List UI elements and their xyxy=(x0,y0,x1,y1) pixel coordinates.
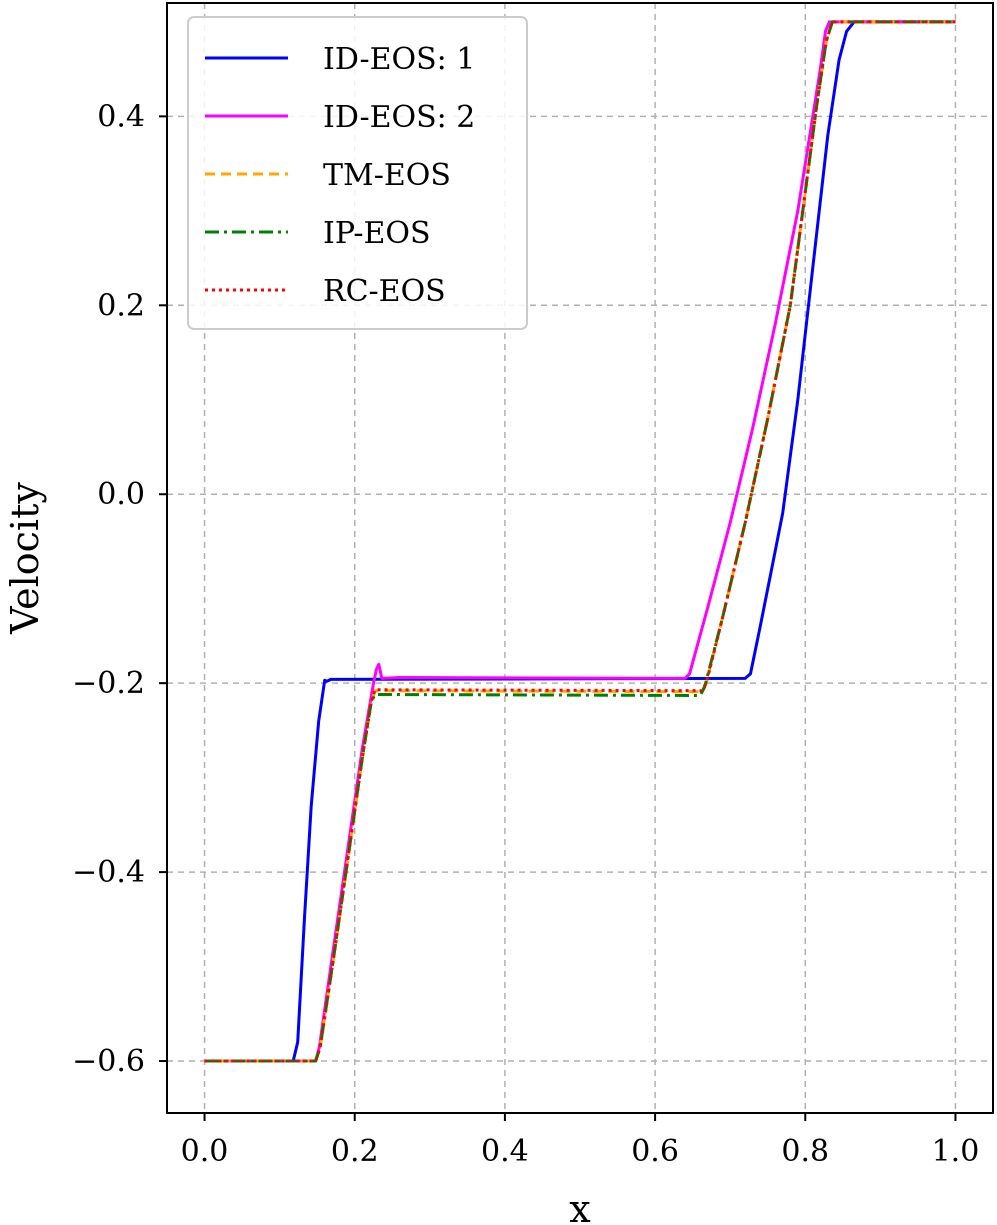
x-axis-title: x xyxy=(569,1187,590,1225)
x-tick-label: 0.6 xyxy=(631,1134,679,1169)
plot-frame xyxy=(166,2,994,1114)
series-line-id-eos-1 xyxy=(204,20,956,1063)
x-tick-label: 0.2 xyxy=(331,1134,379,1169)
y-tick-label: 0.2 xyxy=(97,288,145,323)
series-line-id-eos-2 xyxy=(204,20,956,1063)
y-tick-label: −0.4 xyxy=(72,855,145,890)
x-tick-label: 1.0 xyxy=(932,1134,980,1169)
series-group xyxy=(204,20,956,1063)
x-tick-label: 0.4 xyxy=(481,1134,529,1169)
y-tick-label: −0.6 xyxy=(72,1044,145,1079)
y-axis-ticks: −0.6 −0.4 −0.2 0.0 0.2 0.4 xyxy=(72,99,167,1079)
legend-label: RC-EOS xyxy=(323,274,446,309)
x-axis-ticks: 0.0 0.2 0.4 0.6 0.8 1.0 xyxy=(181,1113,980,1169)
y-tick-label: 0.0 xyxy=(97,477,145,512)
y-axis-title: Velocity xyxy=(3,482,47,635)
y-tick-label: −0.2 xyxy=(72,666,145,701)
legend: ID-EOS: 1 ID-EOS: 2 TM-EOS IP-EOS RC-EOS xyxy=(187,16,528,330)
legend-label: ID-EOS: 1 xyxy=(323,42,475,77)
y-tick-label: 0.4 xyxy=(97,99,145,134)
legend-label: ID-EOS: 2 xyxy=(323,100,475,135)
x-tick-label: 0.0 xyxy=(181,1134,229,1169)
legend-label: TM-EOS xyxy=(323,158,451,193)
x-tick-label: 0.8 xyxy=(781,1134,829,1169)
legend-label: IP-EOS xyxy=(323,216,431,251)
series-line-rc-eos xyxy=(204,20,956,1063)
legend-box xyxy=(187,16,528,330)
